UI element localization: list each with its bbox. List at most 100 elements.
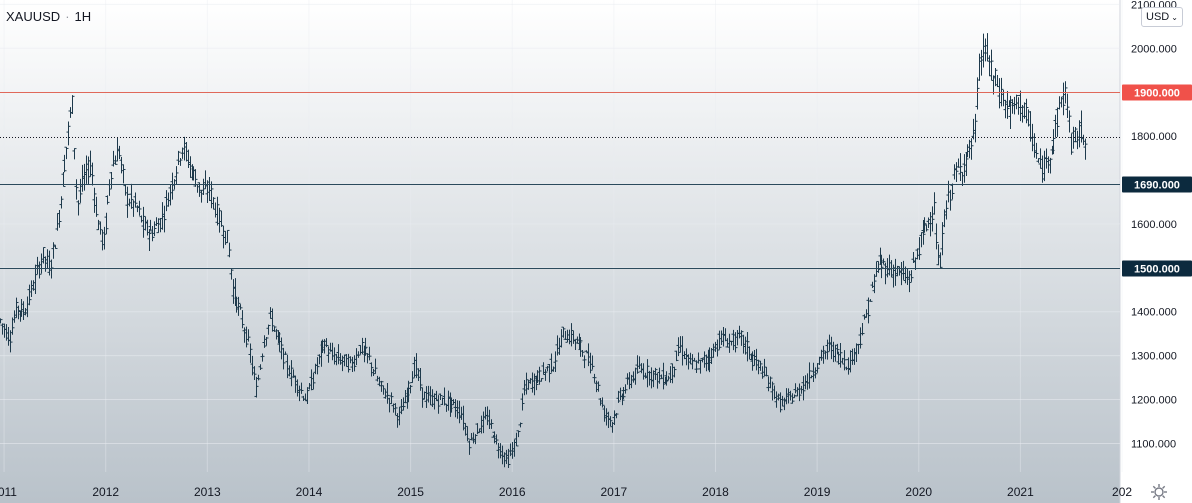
price-tick-label[interactable]: 1400.000 — [1131, 307, 1177, 319]
gear-icon[interactable] — [1150, 483, 1168, 501]
support-lower-badge-label: 1500.000 — [1134, 264, 1180, 276]
ohlc-bar — [324, 338, 329, 348]
ohlc-bar — [59, 196, 64, 209]
ohlc-bar — [516, 430, 521, 438]
ohlc-bar — [90, 162, 95, 186]
ohlc-bar — [465, 426, 470, 441]
ohlc-bar — [807, 362, 812, 389]
ohlc-bar — [895, 265, 900, 277]
ohlc-bar — [964, 152, 969, 176]
support-upper-badge-label: 1690.000 — [1134, 180, 1180, 192]
ohlc-bar — [254, 376, 259, 398]
ohlc-bar — [219, 210, 224, 227]
ohlc-bar — [1005, 90, 1010, 119]
ohlc-bar — [0, 318, 3, 324]
ohlc-bar — [975, 77, 980, 110]
ohlc-bar — [51, 242, 56, 259]
ohlc-bar — [258, 364, 263, 370]
ohlc-bar — [264, 336, 269, 346]
ohlc-bar — [281, 347, 286, 370]
support-lower-badge — [1122, 260, 1192, 277]
time-tick-label[interactable]: 202 — [1112, 485, 1132, 499]
ohlc-bar — [745, 331, 750, 362]
ohlc-bar — [305, 387, 310, 405]
ohlc-bar — [909, 270, 914, 282]
time-tick-label[interactable]: 2011 — [0, 485, 17, 499]
price-tick-label[interactable]: 1800.000 — [1131, 131, 1177, 143]
horizontal-lines[interactable] — [0, 92, 1120, 269]
ohlc-bar — [879, 254, 884, 279]
time-tick-label[interactable]: 2018 — [702, 485, 729, 499]
ohlc-bar — [608, 416, 613, 427]
ohlc-bar — [1061, 82, 1066, 116]
time-tick-label[interactable]: 2013 — [194, 485, 221, 499]
ohlc-bar — [193, 169, 198, 187]
ohlc-bar — [506, 448, 511, 468]
ohlc-bar — [57, 209, 62, 228]
time-tick-label[interactable]: 2017 — [601, 485, 628, 499]
ohlc-bar — [94, 196, 99, 217]
price-tick-label[interactable]: 1200.000 — [1131, 395, 1177, 407]
ohlc-bar — [881, 258, 886, 265]
ohlc-bar — [520, 393, 525, 411]
ohlc-bar — [547, 363, 552, 383]
ohlc-bar — [326, 346, 331, 363]
ohlc-bar — [758, 360, 763, 371]
ohlc-bar — [944, 200, 949, 220]
ohlc-bar — [217, 207, 222, 233]
ohlc-bar — [283, 351, 288, 355]
ohlc-bar — [588, 352, 593, 374]
symbol-header[interactable]: XAUUSD · 1H — [6, 9, 91, 24]
price-tick-label[interactable]: 1300.000 — [1131, 351, 1177, 363]
price-tick-label[interactable]: 1600.000 — [1131, 219, 1177, 231]
ohlc-bar — [518, 422, 523, 428]
ohlc-bar — [385, 383, 390, 404]
ohlc-bar — [872, 274, 877, 294]
time-tick-label[interactable]: 2014 — [296, 485, 323, 499]
ohlc-bar — [590, 355, 595, 370]
ohlc-bar — [1073, 127, 1078, 143]
ohlc-bar — [266, 324, 271, 335]
symbol-name: XAUUSD — [6, 9, 61, 24]
price-tick-label[interactable]: 2100.000 — [1131, 0, 1177, 11]
ohlc-bar — [553, 351, 558, 373]
ohlc-bar — [244, 326, 249, 348]
ohlc-bar — [600, 397, 605, 408]
time-tick-label[interactable]: 2019 — [804, 485, 831, 499]
ohlc-bar — [950, 183, 955, 200]
ohlc-bar — [92, 187, 97, 213]
ohlc-bar — [41, 247, 46, 264]
ohlc-bar — [147, 229, 152, 252]
time-tick-label[interactable]: 2021 — [1007, 485, 1034, 499]
chevron-down-icon: ⌄ — [1171, 13, 1178, 22]
time-tick-label[interactable]: 2012 — [92, 485, 119, 499]
currency-button[interactable]: USD ⌄ — [1141, 7, 1183, 27]
ohlc-bar — [270, 308, 275, 332]
time-tick-label[interactable]: 2015 — [397, 485, 424, 499]
ohlc-bar — [924, 224, 929, 232]
ohlc-bar — [105, 195, 110, 205]
ohlc-bar — [467, 440, 472, 455]
interval-label: 1H — [74, 9, 92, 24]
ohlc-bar — [363, 337, 368, 356]
ohlc-bar — [876, 260, 881, 273]
ohlc-bar — [1055, 107, 1060, 137]
ohlc-bar — [514, 432, 519, 447]
ohlc-bar — [176, 150, 181, 166]
time-tick-label[interactable]: 2016 — [499, 485, 526, 499]
ohlc-bar — [252, 366, 257, 381]
price-tick-label[interactable]: 1100.000 — [1131, 438, 1176, 450]
ohlc-bar — [125, 186, 130, 218]
ohlc-bar — [248, 343, 253, 363]
ohlc-bar — [299, 382, 304, 394]
ohlc-bar — [940, 222, 945, 256]
ohlc-bar — [1083, 138, 1088, 160]
time-tick-label[interactable]: 2020 — [905, 485, 932, 499]
ohlc-bar — [739, 330, 744, 346]
price-tick-label[interactable]: 2000.000 — [1131, 43, 1177, 55]
ohlc-bar — [473, 434, 478, 445]
ohlc-bar — [410, 371, 415, 384]
time-axis[interactable]: 2011 2012 2013 2014 2015 2016 2017 2018 2019 2020… — [0, 485, 1132, 499]
